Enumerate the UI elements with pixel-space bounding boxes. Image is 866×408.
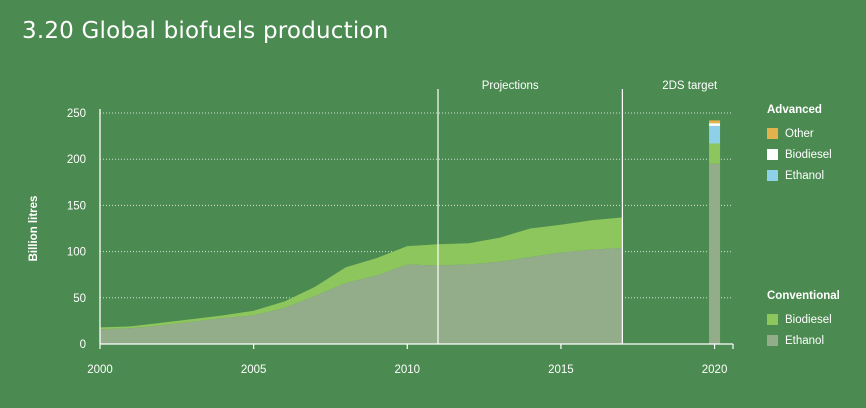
legend-swatch-advanced-biodiesel (767, 149, 778, 160)
legend-item-conventional-biodiesel: Biodiesel (767, 309, 840, 330)
legend-label-advanced-biodiesel: Biodiesel (785, 148, 832, 161)
target-bar-conventional-ethanol (709, 163, 721, 344)
y-tick-label-150: 150 (67, 200, 86, 212)
x-tick-label-2020: 2020 (702, 364, 728, 376)
legend-label-conventional-biodiesel: Biodiesel (785, 313, 832, 326)
area-conventional-biodiesel (100, 217, 623, 330)
y-tick-label-100: 100 (67, 247, 86, 259)
x-tick-label-2000: 2000 (87, 364, 113, 376)
legend-conventional: Conventional Biodiesel Ethanol (767, 290, 840, 351)
legend-label-advanced-ethanol: Ethanol (785, 169, 825, 182)
legend-label-advanced-other: Other (785, 127, 814, 140)
area-conventional-ethanol (100, 247, 623, 344)
y-tick-label-0: 0 (80, 339, 86, 351)
legend-item-conventional-ethanol: Ethanol (767, 330, 840, 351)
legend-label-conventional-ethanol: Ethanol (785, 334, 825, 347)
legend-conventional-title: Conventional (767, 290, 840, 302)
target-bar-advanced-biodiesel (709, 123, 721, 126)
y-tick-label-50: 50 (73, 293, 86, 305)
y-tick-label-200: 200 (67, 154, 86, 166)
x-tick-label-2015: 2015 (548, 364, 574, 376)
y-tick-label-250: 250 (67, 108, 86, 120)
target-bar-advanced-other (709, 120, 721, 124)
annotation-2ds-target: 2DS target (662, 80, 718, 92)
legend-advanced-title: Advanced (767, 104, 822, 116)
legend-swatch-advanced-other (767, 128, 778, 139)
y-axis-label: Billion litres (28, 196, 40, 262)
legend-advanced: Advanced Other Biodiesel Ethanol (767, 104, 832, 186)
legend-item-advanced-biodiesel: Biodiesel (767, 144, 832, 165)
legend-swatch-conventional-ethanol (767, 335, 778, 346)
target-bar-conventional-biodiesel (709, 143, 721, 164)
legend-item-advanced-ethanol: Ethanol (767, 165, 832, 186)
x-tick-label-2010: 2010 (394, 364, 420, 376)
legend-swatch-advanced-ethanol (767, 170, 778, 181)
target-bar-advanced-ethanol (709, 125, 721, 144)
legend-swatch-conventional-biodiesel (767, 314, 778, 325)
annotation-projections: Projections (482, 80, 539, 92)
x-tick-label-2005: 2005 (241, 364, 267, 376)
legend-item-advanced-other: Other (767, 123, 832, 144)
chart-title: 3.20 Global biofuels production (22, 18, 389, 44)
